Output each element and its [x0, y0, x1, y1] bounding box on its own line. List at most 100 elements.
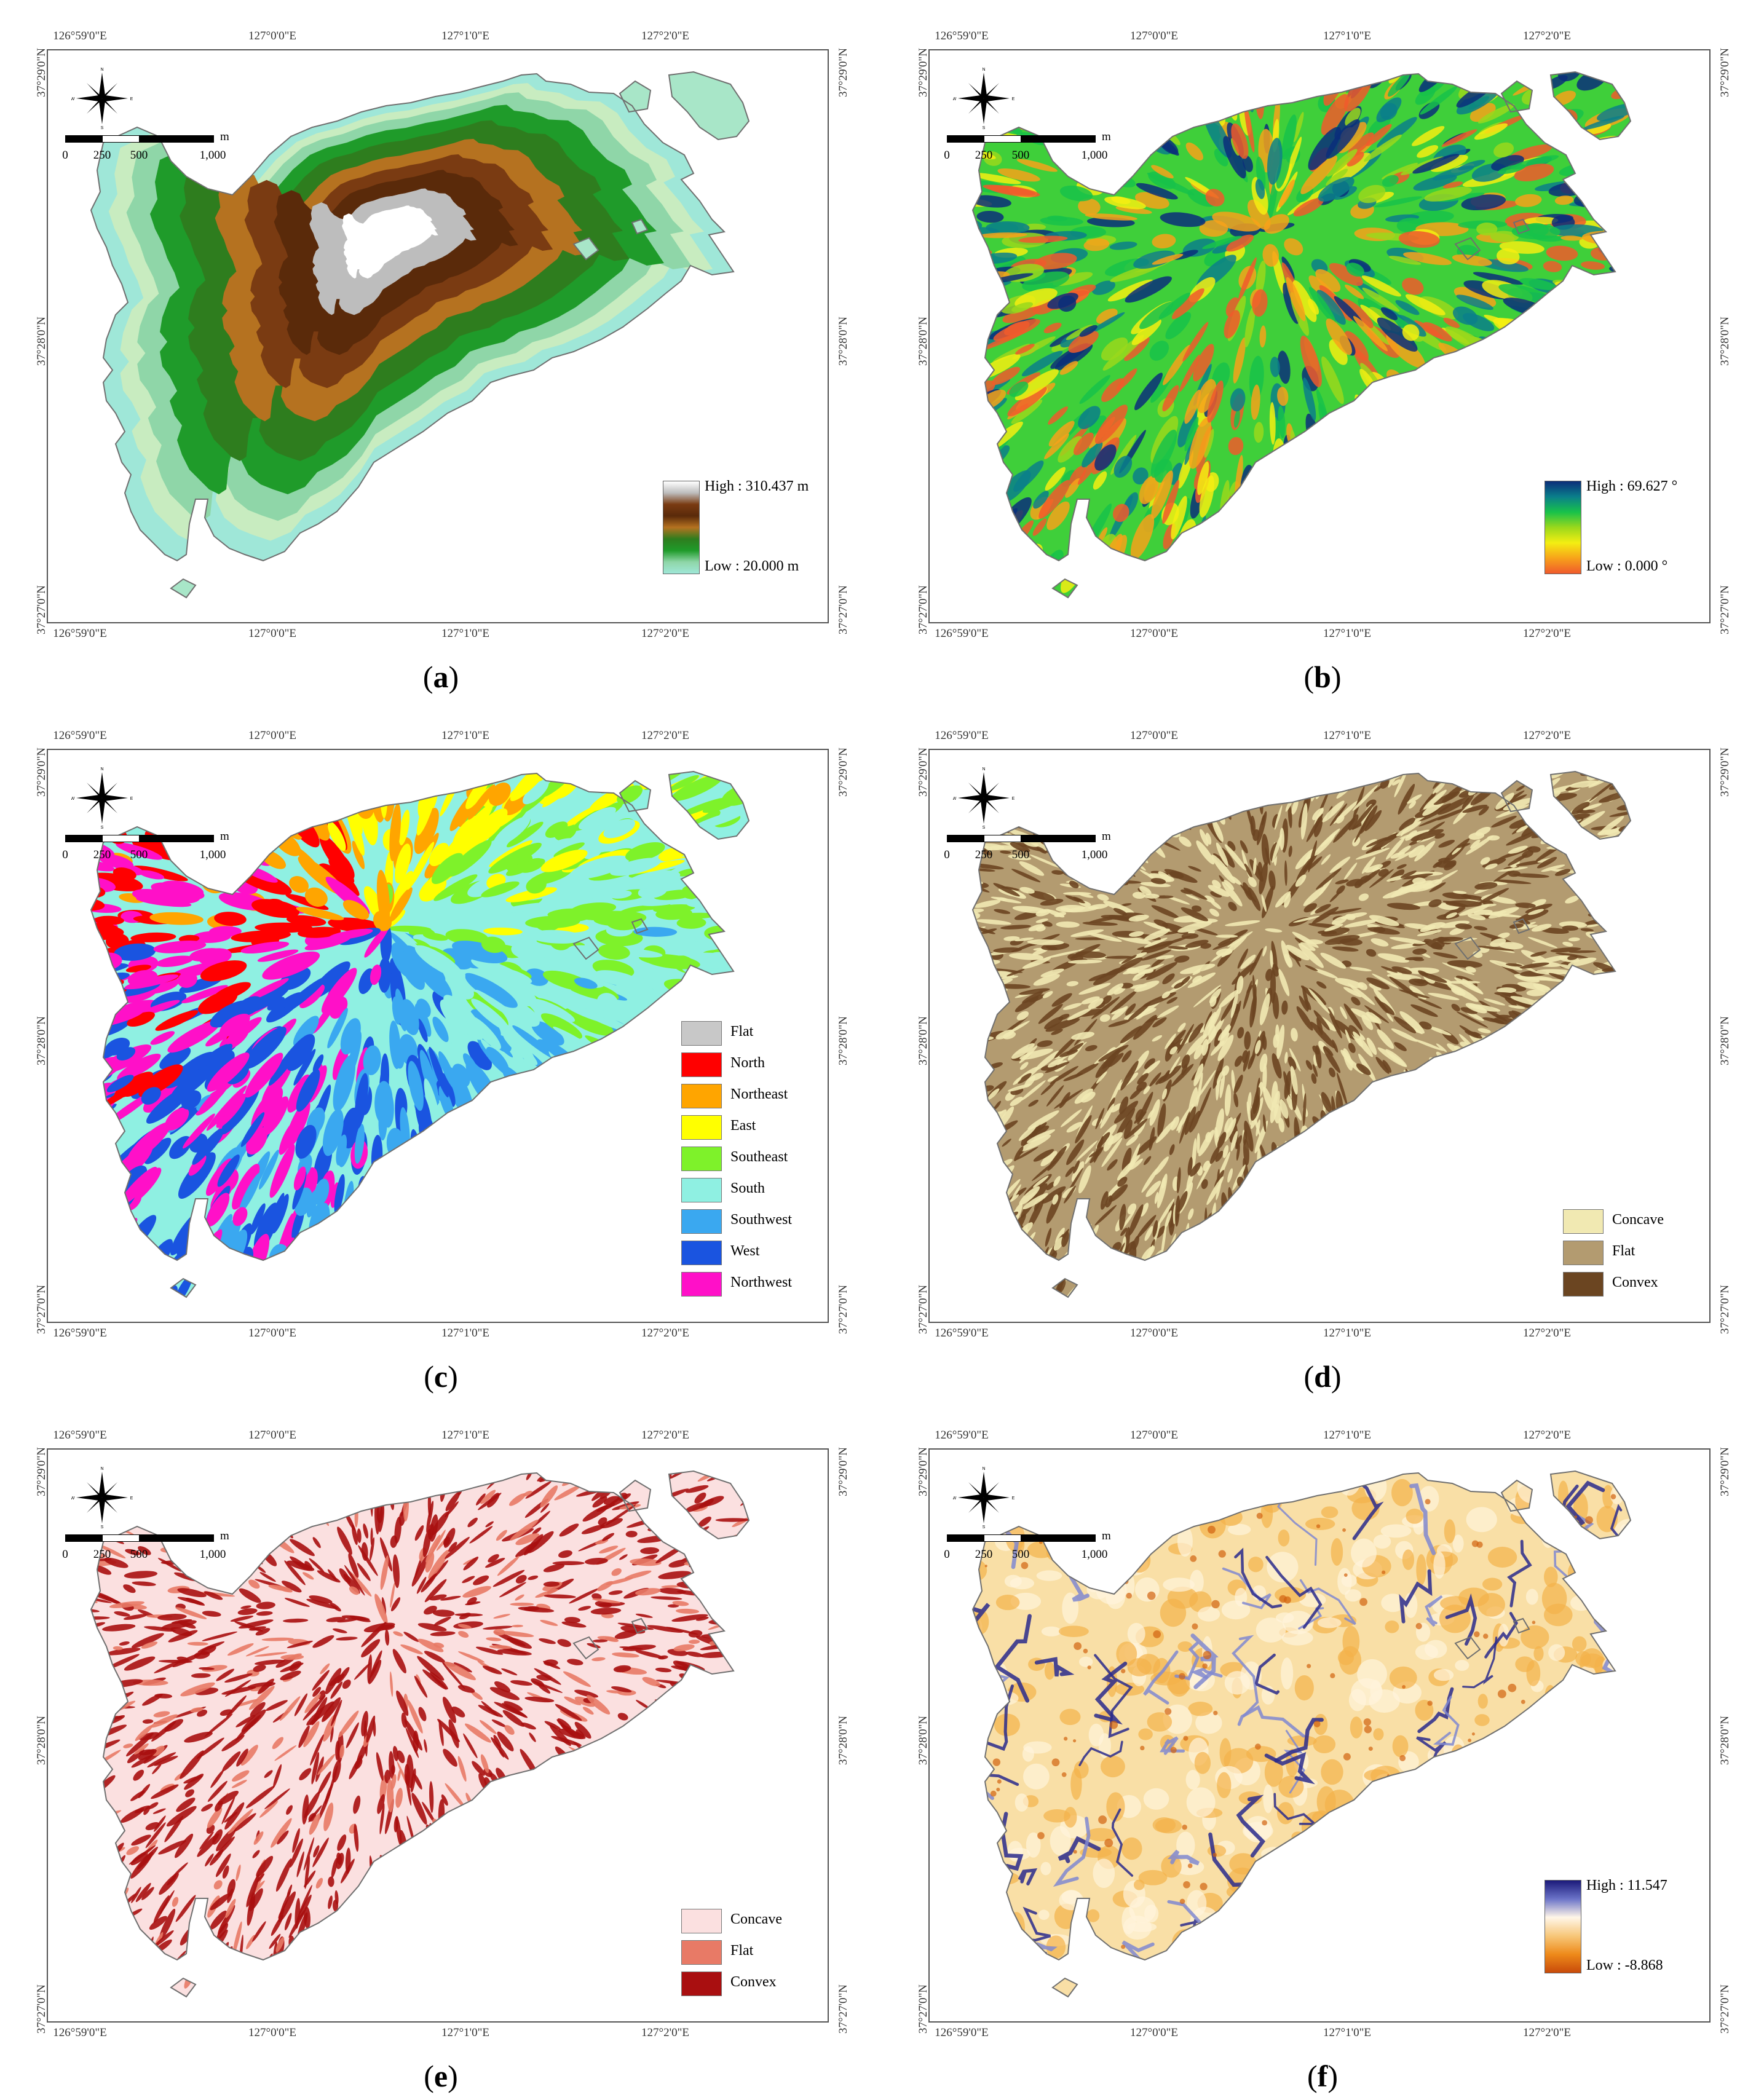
lat-tick-right: 37°27'0"N [837, 1285, 850, 1334]
lon-tick-top: 127°2'0"E [1523, 30, 1571, 42]
lon-tick-bottom: 126°59'0"E [53, 627, 107, 640]
lon-tick-top: 127°0'0"E [248, 1429, 296, 1442]
panel-letter: d [1314, 1359, 1331, 1394]
map-panel-f: 126°59'0"E 126°59'0"E 127°0'0"E 127°0'0"E 12… [882, 1399, 1763, 2099]
legend-low-label: Low : 20.000 m [705, 558, 799, 574]
lon-tick-bottom: 127°0'0"E [1130, 2026, 1178, 2039]
lon-tick-top: 126°59'0"E [53, 30, 107, 42]
legend-label: Flat [730, 1024, 754, 1040]
scale-bar-label: 250 [975, 1548, 993, 1561]
compass-s-label: S [983, 1525, 986, 1528]
map-panel-a: 126°59'0"E 126°59'0"E 127°0'0"E 127°0'0"E 12… [0, 0, 882, 700]
scale-bar-label: 500 [130, 1548, 148, 1561]
scale-bar-unit: m [1102, 1530, 1111, 1542]
legend-low-label: Low : 0.000 ° [1586, 558, 1668, 574]
legend-label: Flat [730, 1943, 754, 1959]
map-frame: N E S W 0 250 500 1,000 m High : 310.437 m Low : 2… [47, 49, 829, 623]
legend-swatch [681, 1209, 722, 1234]
legend-label: Northwest [730, 1274, 792, 1290]
lat-tick-right: 37°29'0"N [837, 748, 850, 797]
island-map [971, 71, 1632, 599]
lat-tick-right: 37°27'0"N [1719, 1984, 1731, 2034]
scale-bar: 0 250 500 1,000 m [62, 1530, 237, 1566]
scale-bar-segment [984, 1534, 1022, 1542]
scale-bar-segment [102, 1534, 140, 1542]
lon-tick-top: 127°1'0"E [441, 729, 489, 742]
lon-tick-bottom: 126°59'0"E [935, 2026, 989, 2039]
lat-tick-right: 37°27'0"N [1719, 585, 1731, 634]
lon-tick-bottom: 127°0'0"E [1130, 627, 1178, 640]
lat-tick-right: 37°29'0"N [1719, 1447, 1731, 1496]
scale-bar-label: 0 [62, 1548, 68, 1561]
lat-tick-right: 37°29'0"N [1719, 48, 1731, 97]
legend-swatch [681, 1241, 722, 1265]
map-frame: N E S W 0 250 500 1,000 m Concave Flat Convex [928, 749, 1711, 1323]
scale-bar-label: 0 [944, 848, 950, 861]
compass-e-label: E [1012, 97, 1014, 101]
legend-label: Concave [730, 1911, 782, 1927]
map-panel-b: 126°59'0"E 126°59'0"E 127°0'0"E 127°0'0"E 12… [882, 0, 1763, 700]
scale-bar-segment [139, 835, 214, 842]
scale-bar-segment [947, 835, 985, 842]
legend-color-ramp [663, 481, 700, 574]
lon-tick-top: 127°2'0"E [641, 30, 689, 42]
lat-tick-right: 37°28'0"N [837, 1016, 850, 1065]
scale-bar-segment [947, 135, 985, 143]
compass-s-label: S [101, 126, 104, 129]
compass-e-label: E [130, 1496, 133, 1501]
map-frame: N E S W 0 250 500 1,000 m Concave Flat Convex [47, 1448, 829, 2023]
map-frame: N E S W 0 250 500 1,000 m Flat North Northeast East S… [47, 749, 829, 1323]
map-frame: N E S W 0 250 500 1,000 m High : 69.627 ° Low : 0.… [928, 49, 1711, 623]
legend-high-label: High : 69.627 ° [1586, 478, 1678, 494]
panel-caption: (d) [1303, 1359, 1342, 1394]
compass-w-label: W [71, 1496, 75, 1501]
legend-swatch [681, 1909, 722, 1933]
scale-bar-unit: m [220, 1530, 229, 1542]
legend-label: Southeast [730, 1149, 788, 1165]
legend-swatch [681, 1147, 722, 1171]
lon-tick-top: 127°0'0"E [1130, 30, 1178, 42]
panel-letter: b [1314, 660, 1331, 694]
scale-bar-label: 1,000 [199, 848, 226, 861]
legend-label: Convex [730, 1974, 777, 1990]
north-arrow-icon: N E S W [952, 767, 1015, 830]
legend-high-label: High : 310.437 m [705, 478, 809, 494]
legend-label: Northeast [730, 1086, 788, 1102]
north-arrow-icon: N E S W [952, 68, 1015, 130]
scale-bar-label: 250 [93, 1548, 111, 1561]
lon-tick-bottom: 126°59'0"E [935, 627, 989, 640]
lat-tick-right: 37°29'0"N [837, 1447, 850, 1496]
scale-bar-label: 500 [130, 848, 148, 861]
island-map [90, 71, 750, 599]
panel-caption: (b) [1303, 660, 1342, 694]
lon-tick-top: 127°0'0"E [1130, 729, 1178, 742]
compass-e-label: E [130, 797, 133, 801]
scale-bar-label: 500 [1011, 149, 1030, 162]
legend-swatch [681, 1115, 722, 1140]
scale-bar-segment [65, 835, 103, 842]
lon-tick-bottom: 127°2'0"E [1523, 1327, 1571, 1340]
scale-bar-unit: m [220, 830, 229, 843]
lon-tick-bottom: 127°2'0"E [641, 627, 689, 640]
compass-n-label: N [982, 767, 985, 772]
scale-bar-segment [139, 1534, 214, 1542]
lat-tick-right: 37°28'0"N [1719, 1716, 1731, 1765]
lon-tick-bottom: 127°0'0"E [248, 2026, 296, 2039]
panel-letter: e [433, 2059, 448, 2093]
scale-bar: 0 250 500 1,000 m [62, 130, 237, 167]
scale-bar-segment [947, 1534, 985, 1542]
lon-tick-bottom: 127°1'0"E [441, 1327, 489, 1340]
panel-caption: (e) [424, 2059, 458, 2093]
scale-bar-segment [102, 135, 140, 143]
map-panel-e: 126°59'0"E 126°59'0"E 127°0'0"E 127°0'0"E 12… [0, 1399, 882, 2099]
lat-tick-right: 37°27'0"N [837, 585, 850, 634]
panel-letter: c [433, 1359, 448, 1394]
compass-e-label: E [1012, 1496, 1014, 1501]
legend-label: Southwest [730, 1212, 793, 1228]
lon-tick-bottom: 126°59'0"E [53, 2026, 107, 2039]
scale-bar-segment [1021, 835, 1096, 842]
scale-bar-label: 0 [944, 1548, 950, 1561]
lon-tick-top: 127°0'0"E [248, 30, 296, 42]
compass-n-label: N [100, 68, 103, 72]
legend-swatch [1563, 1272, 1604, 1297]
